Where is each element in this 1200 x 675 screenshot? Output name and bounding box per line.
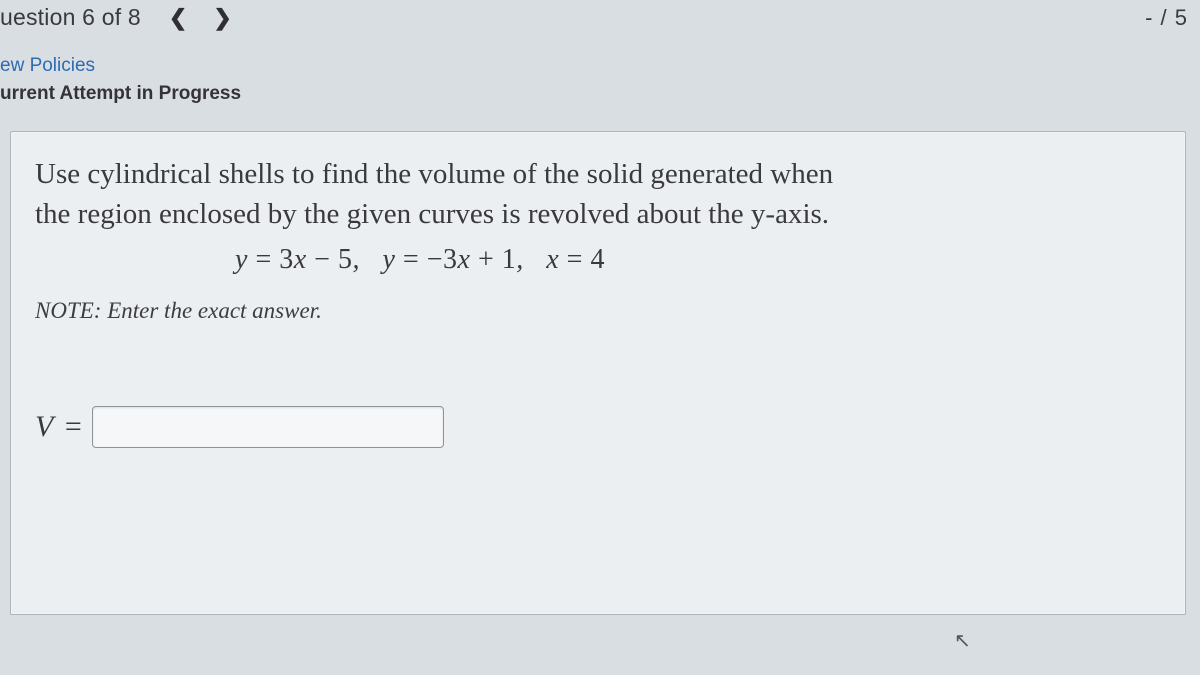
question-header: uestion 6 of 8 ❮ ❯ - / 5 [0,0,1200,37]
answer-variable-label: V = [35,410,82,444]
score-display: - / 5 [1145,5,1188,31]
question-counter: uestion 6 of 8 [0,4,141,31]
question-equations: y = 3x − 5, y = −3x + 1, x = 4 [235,244,1159,276]
answer-input[interactable] [92,406,444,448]
meta-links: ew Policies urrent Attempt in Progress [0,37,1200,105]
view-policies-link[interactable]: ew Policies [0,55,1200,77]
question-prompt: Use cylindrical shells to find the volum… [35,154,1120,234]
question-note: NOTE: Enter the exact answer. [35,298,1159,324]
next-question-button[interactable]: ❯ [213,5,231,31]
nav-arrows: ❮ ❯ [169,5,232,31]
prompt-line-2: the region enclosed by the given curves … [35,198,829,230]
question-panel: Use cylindrical shells to find the volum… [10,131,1186,615]
mouse-cursor-icon: ↖ [954,628,971,653]
prompt-line-1: Use cylindrical shells to find the volum… [35,158,833,190]
answer-row: V = [35,406,1159,448]
answer-var-text: V [35,410,53,443]
attempt-status: urrent Attempt in Progress [0,83,1200,105]
header-left: uestion 6 of 8 ❮ ❯ [0,4,232,31]
prev-question-button[interactable]: ❮ [169,5,187,31]
